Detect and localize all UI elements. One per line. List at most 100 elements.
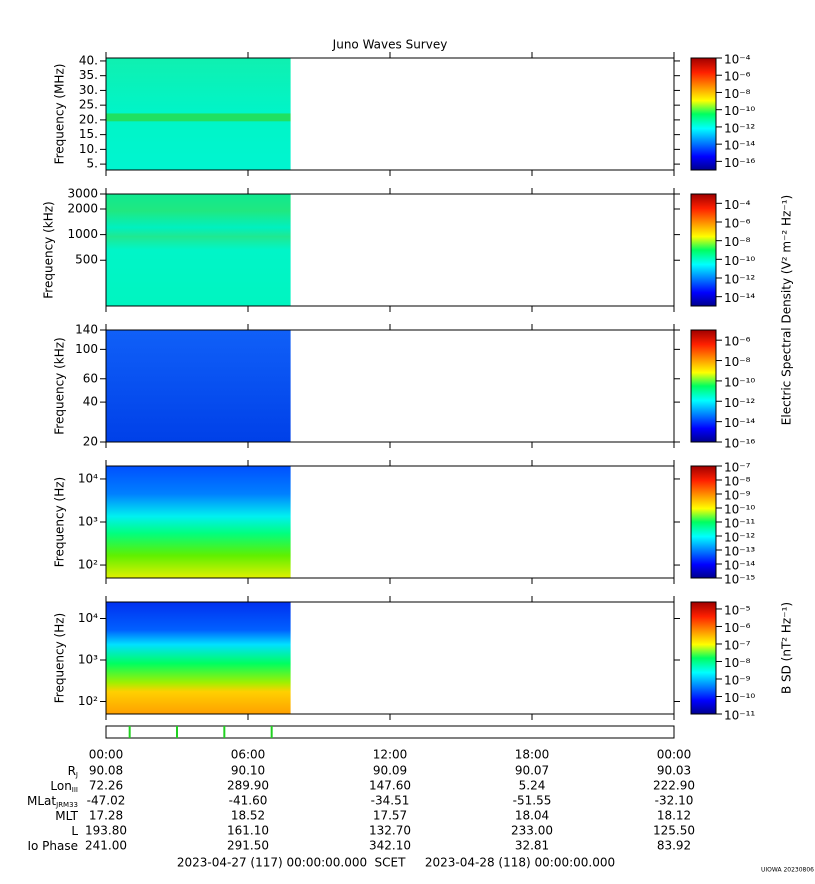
credit: UIOWA 20230806 [761,867,814,874]
colorbar-tick-label: 10⁻¹³ [724,545,755,559]
y-tick-label: 40. [79,53,98,67]
ephemeris-name: MLat [27,794,56,808]
colorbar-tick-label: 10⁻¹⁰ [724,691,755,705]
ephemeris-value: 17.57 [373,809,407,823]
colorbar-tick-label: 10⁻¹⁰ [724,375,755,389]
colorbar-tick-label: 10⁻¹⁴ [724,559,755,573]
y-axis-label: Frequency (Hz) [53,477,67,568]
colorbar-tick-label: 10⁻¹¹ [724,709,755,723]
ephemeris-value: 291.50 [227,839,269,853]
ephemeris-sub: III [72,786,78,794]
colorbar [690,57,717,171]
colorbar-tick-label: 10⁻⁸ [724,475,751,489]
ephemeris-value: 32.81 [515,839,549,853]
ephemeris-value: 193.80 [85,824,127,838]
ephemeris-name: Lon [50,779,71,793]
y-tick-label: 35. [79,68,98,82]
colorbar-tick-label: 10⁻⁹ [724,489,751,503]
scet-start: 2023-04-27 (117) 00:00:00.000 [177,856,367,870]
ephemeris-value: -47.02 [87,794,126,808]
ephemeris-value: 233.00 [511,824,553,838]
y-tick-label: 25. [79,98,98,112]
y-tick-label: 20. [79,112,98,126]
y-tick-label: 10² [78,558,98,572]
ephemeris-value: 161.10 [227,824,269,838]
colorbar-tick-label: 10⁻⁴ [724,198,751,212]
scet-label: SCET [375,856,407,870]
ephemeris-value: 132.70 [369,824,411,838]
scet-end: 2023-04-28 (118) 00:00:00.000 [425,856,615,870]
x-tick-label: 00:00 [89,748,124,762]
colorbar-tick-label: 10⁻¹⁰ [724,503,755,517]
colorbar-tick-label: 10⁻¹² [724,273,755,287]
x-tick-label: 06:00 [231,748,266,762]
y-tick-label: 10³ [78,515,98,529]
y-tick-label: 2000 [67,201,98,215]
x-tick-label: 18:00 [515,748,550,762]
colorbar-tick-label: 10⁻¹⁰ [724,254,755,268]
colorbar-tick-label: 10⁻¹⁴ [724,416,755,430]
colorbar-tick-label: 10⁻⁷ [724,461,751,475]
spectrogram [106,330,291,442]
colorbar-tick-label: 10⁻¹⁶ [724,156,755,170]
colorbar-tick-label: 10⁻¹² [724,531,755,545]
ephemeris-label: LonIII [50,779,78,795]
colorbar-title: B SD (nT² Hz⁻¹) [780,602,794,694]
ephemeris-label: MLT [55,809,78,823]
y-tick-label: 500 [75,253,98,267]
y-tick-label: 10. [79,142,98,156]
ephemeris-value: 90.09 [373,764,407,778]
colorbar-title: Electric Spectral Density (V² m⁻² Hz⁻¹) [780,195,794,425]
ephemeris-label: MLatJRM33 [27,794,78,810]
ephemeris-name: Io Phase [27,839,78,853]
colorbar-tick-label: 10⁻⁸ [724,355,751,369]
colorbar-tick-label: 10⁻⁴ [724,53,751,67]
colorbar-tick-label: 10⁻⁹ [724,673,751,687]
colorbar-tick-label: 10⁻¹⁶ [724,437,755,451]
ephemeris-value: 125.50 [653,824,695,838]
x-tick-label: 00:00 [657,748,692,762]
ephemeris-value: 83.92 [657,839,691,853]
y-tick-label: 1000 [67,227,98,241]
ephemeris-value: -34.51 [371,794,410,808]
ephemeris-value: 5.24 [519,779,546,793]
marker-strip [105,725,675,739]
y-tick-label: 20 [83,435,98,449]
ephemeris-value: 90.03 [657,764,691,778]
ephemeris-name: L [71,824,78,838]
colorbar-tick-label: 10⁻¹⁰ [724,104,755,118]
colorbar-tick-label: 10⁻¹⁴ [724,139,755,153]
ephemeris-value: 342.10 [369,839,411,853]
colorbar-tick-label: 10⁻¹² [724,121,755,135]
spectrogram [106,58,291,170]
y-axis-label: Frequency (kHz) [53,337,67,434]
y-tick-label: 10³ [78,653,98,667]
ephemeris-value: -32.10 [655,794,694,808]
y-tick-label: 10² [78,694,98,708]
ephemeris-name: MLT [55,809,78,823]
y-axis-label: Frequency (Hz) [53,613,67,704]
spectrogram [106,194,291,306]
ephemeris-value: 147.60 [369,779,411,793]
colorbar-tick-label: 10⁻⁶ [724,335,751,349]
colorbar [690,193,717,307]
ephemeris-value: -51.55 [513,794,552,808]
ephemeris-sub: JRM33 [55,801,78,809]
ephemeris-value: 18.12 [657,809,691,823]
y-tick-label: 30. [79,83,98,97]
y-tick-label: 5. [87,157,98,171]
x-tick-label: 12:00 [373,748,408,762]
spectrogram [106,602,291,714]
spectrogram [106,466,291,578]
ephemeris-value: 90.08 [89,764,123,778]
ephemeris-label: Io Phase [27,839,78,853]
colorbar [690,465,717,579]
y-tick-label: 140 [75,323,98,337]
colorbar-tick-label: 10⁻¹¹ [724,517,755,531]
ephemeris-value: 90.10 [231,764,265,778]
y-tick-label: 40 [83,395,98,409]
ephemeris-value: 18.04 [515,809,549,823]
colorbar-tick-label: 10⁻¹⁵ [724,573,755,587]
colorbar-tick-label: 10⁻⁶ [724,70,751,84]
y-tick-label: 3000 [67,187,98,201]
